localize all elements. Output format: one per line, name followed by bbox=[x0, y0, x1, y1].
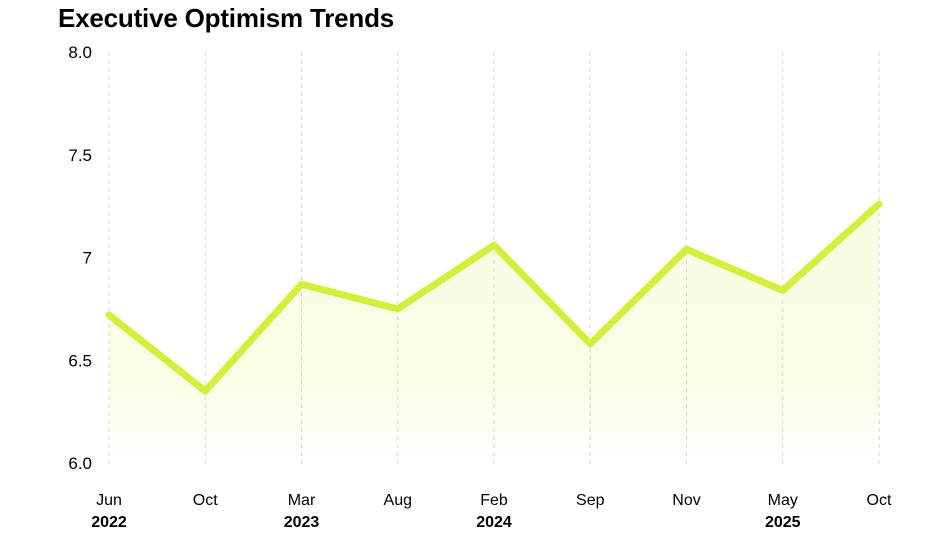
chart-title: Executive Optimism Trends bbox=[58, 3, 395, 33]
y-axis-tick-label: 8.0 bbox=[68, 43, 92, 62]
y-axis-tick-label: 6.5 bbox=[68, 351, 92, 370]
x-axis-month-label: Oct bbox=[193, 492, 218, 509]
x-axis-month-label: Feb bbox=[480, 492, 508, 509]
x-axis-month-label: Sep bbox=[576, 492, 605, 509]
y-axis-tick-label: 7.5 bbox=[68, 146, 92, 165]
x-axis-month-label: Jun bbox=[96, 492, 122, 509]
x-axis-month-label: Aug bbox=[384, 492, 412, 509]
y-axis-tick-label: 7 bbox=[83, 249, 92, 268]
x-axis-month-label: May bbox=[768, 492, 798, 509]
x-axis-year-label: 2024 bbox=[476, 514, 512, 531]
y-axis-tick-label: 6.0 bbox=[68, 454, 92, 473]
x-axis-month-label: Mar bbox=[288, 492, 316, 509]
x-axis-year-label: 2022 bbox=[91, 514, 127, 531]
x-axis-month-label: Nov bbox=[672, 492, 700, 509]
x-axis-year-label: 2023 bbox=[284, 514, 320, 531]
x-axis-month-label: Oct bbox=[867, 492, 892, 509]
x-axis-year-label: 2025 bbox=[765, 514, 801, 531]
area-fill bbox=[109, 204, 879, 463]
trend-line bbox=[105, 200, 883, 395]
